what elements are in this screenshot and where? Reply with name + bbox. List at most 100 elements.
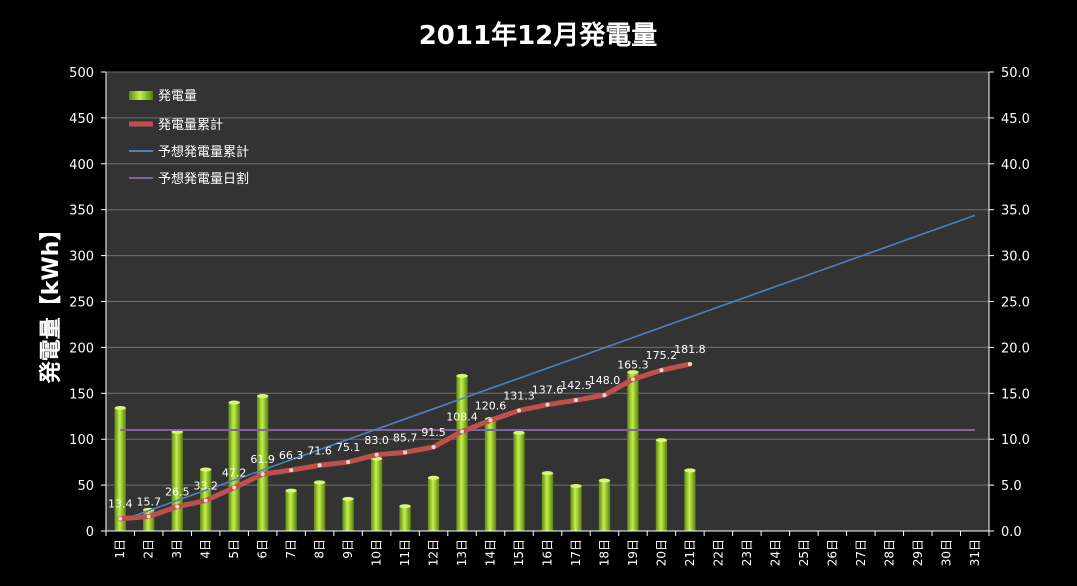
forecast-cumulative-line [119,214,976,522]
actual-cumulative-marker [289,468,294,473]
y-tick-label: 500 [69,66,94,81]
y-tick-label: 0 [86,525,94,540]
bar [171,431,183,531]
actual-cumulative-marker [573,398,578,403]
y2-tick-label: 45.0 [1001,112,1030,127]
actual-cumulative-marker [146,514,151,519]
x-tick-label: 25日 [797,539,811,566]
bar [313,482,326,531]
data-label: 131.3 [503,389,535,402]
bar-top [456,373,468,378]
data-label: 13.4 [108,498,133,511]
actual-cumulative-marker [545,402,550,407]
bar [285,490,297,531]
legend-label-forecast-cumulative: 予想発電量累計 [158,144,249,160]
actual-cumulative-marker [374,452,379,457]
bar [114,407,126,531]
y2-tick-label: 0.0 [1001,525,1022,540]
bar-top [256,394,269,399]
x-tick-label: 27日 [854,539,868,566]
x-tick-label: 19日 [626,539,640,566]
actual-cumulative-marker [346,460,351,465]
chart-title: 2011年12月発電量 [419,20,658,51]
data-label: 142.5 [560,379,592,392]
x-tick-label: 13日 [455,539,469,566]
y2-tick-label: 20.0 [1001,341,1030,356]
bar [143,509,155,531]
x-tick-label: 18日 [597,539,611,566]
data-label: 75.1 [336,441,361,454]
bar [256,396,269,531]
x-tick-label: 22日 [711,539,725,566]
bar-series [114,370,696,531]
x-tick-label: 4日 [199,539,213,559]
x-tick-label: 26日 [825,539,839,566]
bar [684,470,696,531]
y2-tick-label: 35.0 [1001,204,1030,219]
data-label: 175.2 [646,349,678,362]
bar-top [541,471,554,476]
y-tick-label: 250 [69,296,94,311]
bar-top [199,467,212,472]
actual-cumulative-marker [232,485,237,490]
bar-top [285,488,297,493]
y-tick-label: 100 [69,433,94,448]
data-label: 83.0 [364,434,389,447]
x-tick-label: 9日 [341,539,355,559]
actual-cumulative-marker [175,504,180,509]
actual-cumulative-marker [203,498,208,503]
bar-top [228,400,240,405]
actual-cumulative-marker [659,368,664,373]
bar [399,506,411,531]
data-label: 26.5 [165,486,190,499]
data-label: 148.0 [589,374,621,387]
bar-top [313,480,326,485]
y2-tick-label: 15.0 [1001,387,1030,402]
y-tick-label: 200 [69,341,94,356]
actual-cumulative-marker [317,463,322,468]
x-tick-label: 20日 [654,539,668,566]
bar-top [655,438,668,443]
actual-cumulative-marker [260,472,265,477]
legend-label-generation: 発電量 [158,89,197,104]
data-label: 120.6 [475,399,507,412]
y2-tick-label: 25.0 [1001,296,1030,311]
bar-top [427,475,440,480]
x-tick-label: 14日 [484,539,498,566]
x-tick-label: 30日 [939,539,953,566]
y-tick-label: 450 [69,112,94,127]
y2-tick-label: 40.0 [1001,158,1030,173]
y2-tick-label: 30.0 [1001,250,1030,265]
actual-cumulative-marker [118,516,123,521]
bar-top [114,405,126,410]
y-tick-label: 150 [69,387,94,402]
x-tick-label: 31日 [968,539,982,566]
data-label: 165.3 [617,358,649,371]
bar [427,477,440,531]
data-label: 66.3 [279,449,304,462]
x-tick-label: 7日 [284,539,298,559]
bar-top [570,484,582,489]
bar [342,498,354,531]
x-tick-label: 29日 [911,539,925,566]
y2-tick-label: 5.0 [1001,479,1022,494]
actual-cumulative-marker [602,393,607,398]
data-labels: 13.4 15.7 26.5 33.2 47.261.9 66.3 71.6 75.183.0… [108,343,706,511]
legend: 発電量 発電量累計 予想発電量累計 予想発電量日割 [129,89,249,187]
y2-tick-label: 10.0 [1001,433,1030,448]
x-tick-label: 10日 [370,539,384,566]
actual-cumulative-marker [460,429,465,434]
data-label: 47.2 [222,467,247,480]
bar [541,473,554,531]
actual-cumulative-marker [488,418,493,423]
x-tick-label: 23日 [740,539,754,566]
y-tick-label: 400 [69,158,94,173]
actual-cumulative-marker [687,362,692,367]
x-tick-label: 6日 [256,539,270,559]
bar [570,486,582,531]
data-label: 71.6 [307,444,332,457]
bar-top [513,430,525,435]
bar [513,432,525,531]
axes: 0 0.0 50 5.0 100 10.0 150 15.0 200 20.0 250 25.0 300… [69,66,1030,566]
